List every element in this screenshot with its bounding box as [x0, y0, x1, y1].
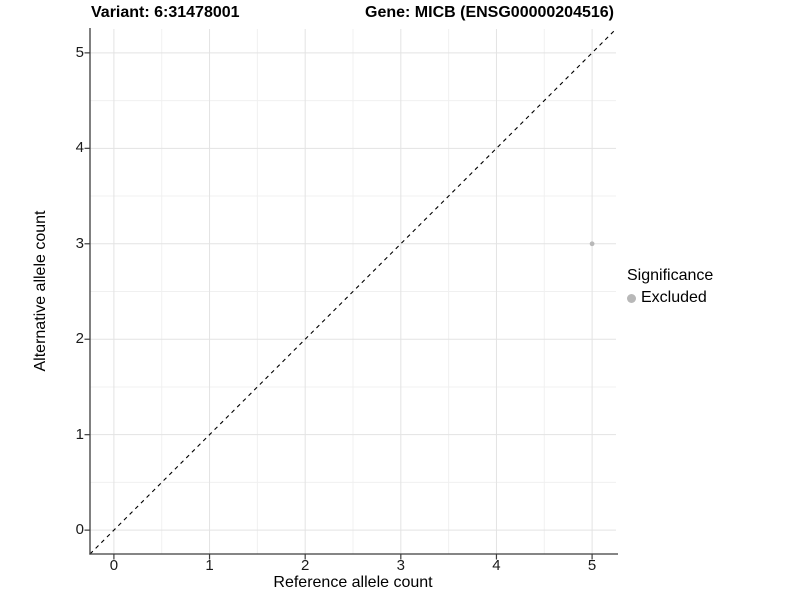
x-tick-label-4: 4 — [492, 557, 501, 574]
plot-title-gene: Gene: MICB (ENSG00000204516) — [365, 4, 614, 21]
y-axis-title: Alternative allele count — [32, 210, 49, 372]
x-tick-label-3: 3 — [396, 557, 405, 574]
legend: Significance Excluded — [627, 266, 713, 308]
excluded-point-icon — [627, 293, 636, 303]
x-tick-label-2: 2 — [301, 557, 310, 574]
y-tick-label-5: 5 — [75, 43, 84, 61]
y-tick-label-4: 4 — [75, 139, 84, 157]
y-tick-label-0: 0 — [75, 521, 84, 539]
y-tick-label-2: 2 — [75, 330, 84, 348]
identity-reference-line — [89, 28, 617, 555]
y-tick-label-1: 1 — [75, 425, 84, 443]
x-tick-label-0: 0 — [109, 557, 119, 574]
y-tick-label-3: 3 — [75, 234, 84, 252]
plot-title-variant: Variant: 6:31478001 — [91, 4, 240, 21]
legend-item-label: Excluded — [641, 289, 707, 306]
data-point-excluded — [589, 241, 595, 247]
legend-title: Significance — [627, 267, 714, 284]
legend-item-excluded: Excluded — [627, 288, 713, 308]
x-tick-label-1: 1 — [205, 557, 214, 574]
x-tick-label-5: 5 — [587, 557, 597, 574]
x-axis-title: Reference allele count — [273, 574, 433, 591]
